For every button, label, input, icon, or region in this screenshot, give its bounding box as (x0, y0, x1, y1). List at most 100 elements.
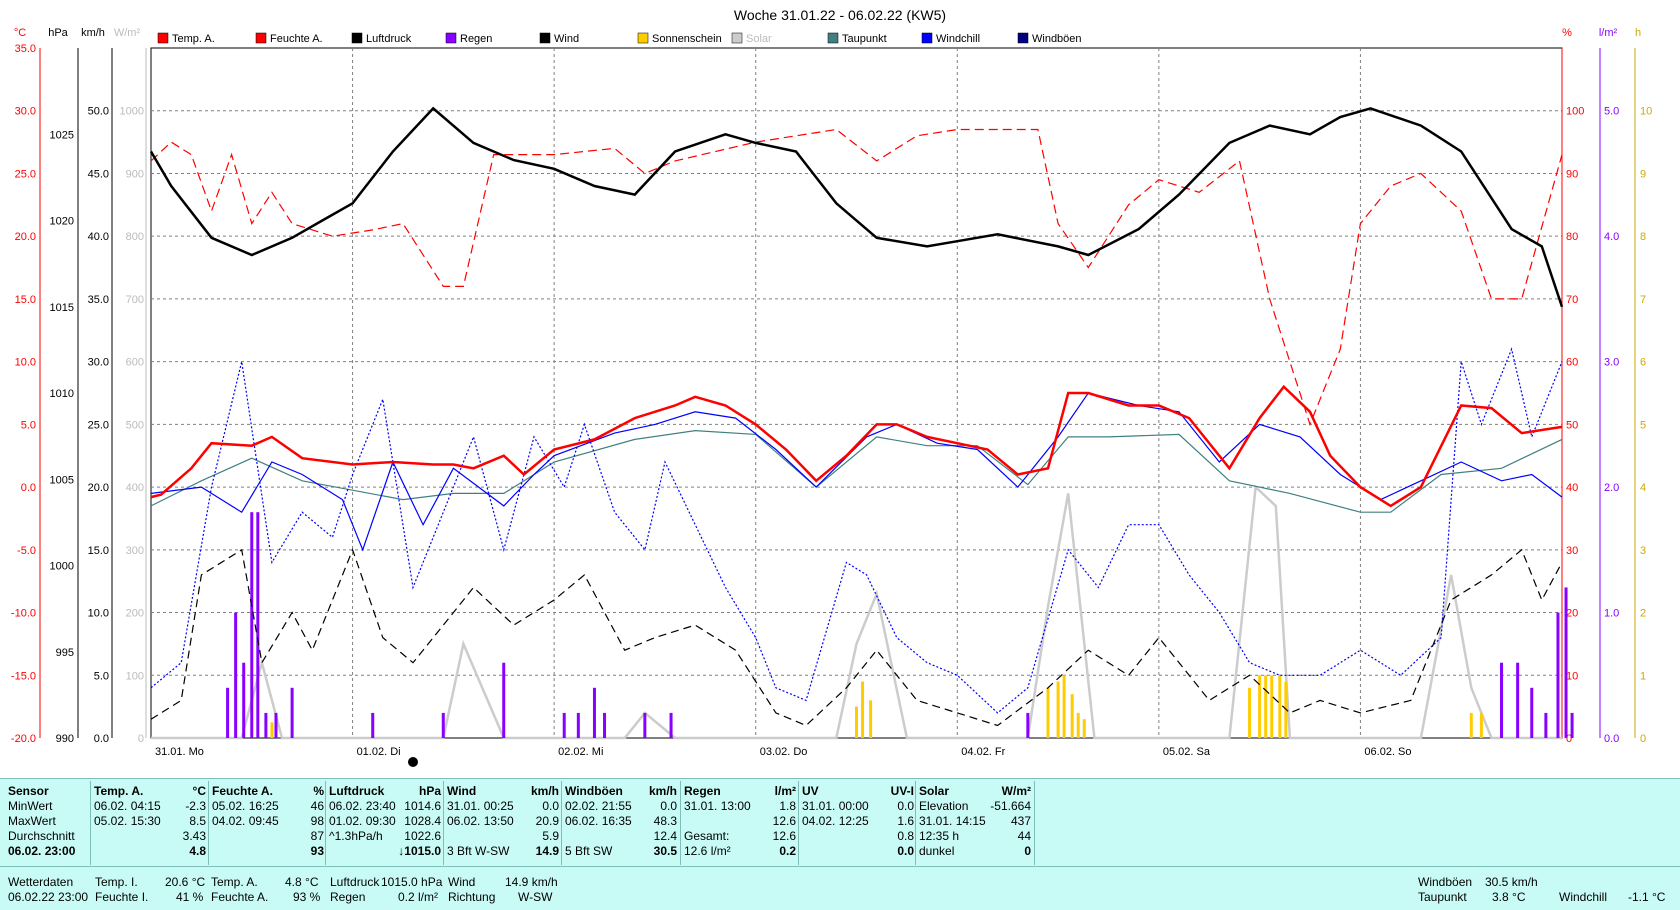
stats-cell-label: 31.01. 00:00 (802, 799, 869, 813)
legend-label: Temp. A. (172, 33, 215, 45)
rain-bar (592, 687, 596, 738)
legend-label: Luftdruck (366, 33, 412, 45)
tick-temp: 35.0 (15, 43, 36, 55)
stats-separator (90, 781, 91, 865)
sunshine-bar (1469, 712, 1473, 738)
legend-swatch (255, 32, 267, 44)
legend-swatch (157, 32, 169, 44)
stats-cell-label: ^1.3hPa/h (329, 829, 383, 843)
footer-temp-a-label: Temp. A. (211, 875, 258, 889)
footer-panel: Wetterdaten 06.02.22 23:00 Temp. I. 20.6… (0, 866, 1680, 910)
tick-wind: 15.0 (88, 545, 109, 557)
tick-sun: 10 (1640, 106, 1652, 118)
tick-solar: 1000 (120, 106, 144, 118)
tick-wind: 35.0 (88, 294, 109, 306)
tick-temp: -10.0 (11, 608, 36, 620)
rain-bar (1570, 712, 1574, 738)
tick-pressure: 1025 (50, 129, 74, 141)
legend-swatch (827, 32, 839, 44)
stats-cell-value: 44 (1017, 829, 1031, 843)
stats-col-unit: °C (192, 784, 206, 798)
tick-sun: 1 (1640, 670, 1646, 682)
tick-temp: -5.0 (17, 545, 36, 557)
footer-temp-i-label: Temp. I. (95, 875, 138, 889)
stats-cell-value: 1014.6 (404, 799, 441, 813)
tick-solar: 100 (126, 670, 144, 682)
footer-richtung: W-SW (518, 890, 553, 904)
stats-cell-label: 5 Bft SW (565, 844, 613, 858)
stats-cell-value: 48.3 (653, 814, 677, 828)
axis-unit-sun: h (1635, 27, 1641, 39)
tick-temp: 20.0 (15, 231, 36, 243)
tick-wind: 20.0 (88, 482, 109, 494)
rain-bar (441, 712, 445, 738)
tick-rain: 5.0 (1604, 106, 1619, 118)
stats-separator (208, 781, 209, 865)
stats-cell-label: 06.02. 04:15 (94, 799, 161, 813)
series-dewpoint (150, 429, 1563, 513)
stats-col-head: Temp. A. (94, 784, 144, 798)
footer-feuchte-a-label: Feuchte A. (211, 890, 269, 904)
rain-bar (1544, 712, 1548, 738)
tick-humidity: 90 (1566, 168, 1578, 180)
stats-panel: Sensor MinWert MaxWert Durchschnitt 06.02. 2… (0, 778, 1680, 867)
stats-row-label: Sensor (8, 784, 49, 798)
tick-sun: 3 (1640, 545, 1646, 557)
tick-sun: 7 (1640, 294, 1646, 306)
legend-swatch (637, 32, 649, 44)
stats-cell-value: 1028.4 (404, 814, 441, 828)
stats-cell-value: 46 (310, 799, 324, 813)
rain-bar (669, 712, 673, 738)
footer-datetime: 06.02.22 23:00 (8, 890, 89, 904)
footer-regen: 0.2 l/m² (398, 890, 439, 904)
stats-cell-value: 1022.6 (404, 829, 441, 843)
sunshine-bar (1479, 712, 1483, 738)
tick-rain: 2.0 (1604, 482, 1619, 494)
rain-bar (1556, 612, 1560, 738)
tick-wind: 10.0 (88, 608, 109, 620)
footer-windchill: -1.1 °C (1628, 890, 1666, 904)
stats-col-head: Wind (447, 784, 477, 798)
stats-col-head: Regen (684, 784, 721, 798)
tick-solar: 400 (126, 482, 144, 494)
tick-humidity: 80 (1566, 231, 1578, 243)
tick-pressure: 1005 (50, 474, 74, 486)
tick-temp: 25.0 (15, 168, 36, 180)
stats-col-head: Luftdruck (329, 784, 385, 798)
stats-cell-value: 437 (1010, 814, 1031, 828)
stats-col-unit: W/m² (1001, 784, 1031, 798)
moon-icon (408, 757, 418, 767)
stats-cell-label: 06.02. 16:35 (565, 814, 632, 828)
footer-wind-label: Wind (448, 875, 476, 889)
tick-humidity: 50 (1566, 419, 1578, 431)
rain-bar (290, 687, 294, 738)
tick-wind: 50.0 (88, 106, 109, 118)
tick-humidity: 10 (1566, 670, 1578, 682)
day-label: 05.02. Sa (1163, 746, 1211, 758)
stats-cell-value: 1.6 (897, 814, 914, 828)
stats-cell-value: 1.8 (779, 799, 796, 813)
footer-wind: 14.9 km/h (505, 875, 558, 889)
day-label: 01.02. Di (357, 746, 401, 758)
footer-luftdruck: 1015.0 hPa (381, 875, 443, 889)
stats-cell-value: 4.8 (189, 844, 206, 858)
stats-separator (1034, 781, 1035, 865)
footer-feuchte-a: 93 % (293, 890, 321, 904)
stats-col-head: Windböen (565, 784, 623, 798)
stats-separator (680, 781, 681, 865)
tick-temp: 15.0 (15, 294, 36, 306)
sunshine-bar (1248, 687, 1252, 738)
tick-wind: 5.0 (94, 670, 109, 682)
tick-sun: 6 (1640, 357, 1646, 369)
stats-cell-label: 01.02. 09:30 (329, 814, 396, 828)
legend-swatch (1017, 32, 1029, 44)
sunshine-bar (861, 681, 865, 738)
tick-wind: 40.0 (88, 231, 109, 243)
stats-row-label: MaxWert (8, 814, 56, 828)
stats-col-head: Solar (919, 784, 950, 798)
legend-label: Feuchte A. (270, 33, 323, 45)
rain-bar (576, 712, 580, 738)
tick-wind: 30.0 (88, 357, 109, 369)
series-pressure (149, 106, 1564, 308)
stats-row-label: 06.02. 23:00 (8, 844, 76, 858)
